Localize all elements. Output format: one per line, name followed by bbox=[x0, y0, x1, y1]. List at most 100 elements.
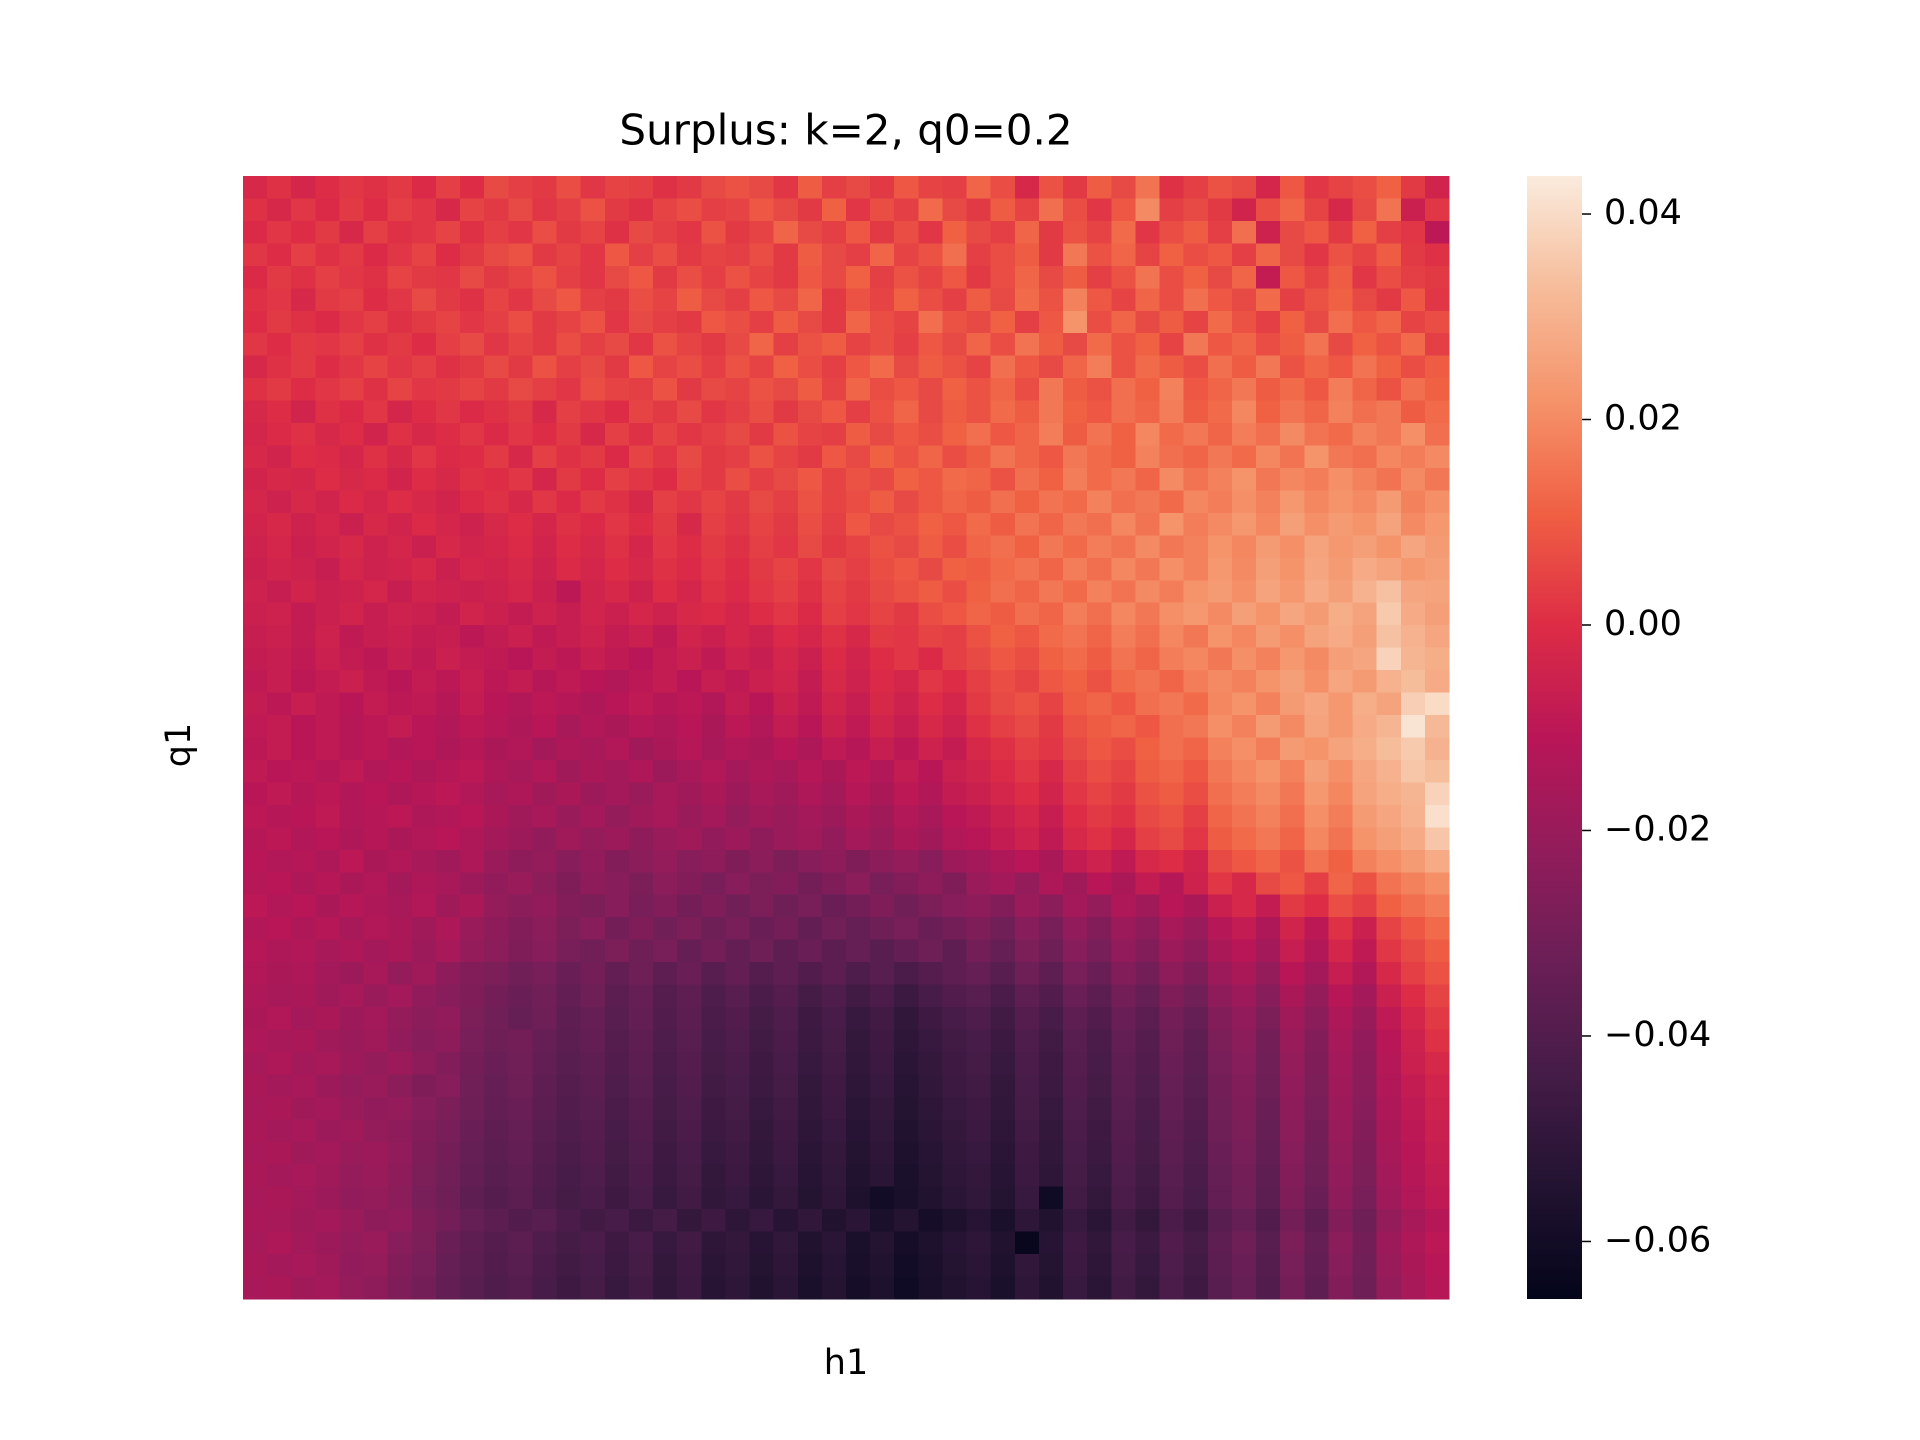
heatmap-cell bbox=[339, 1029, 365, 1053]
heatmap-cell bbox=[1231, 917, 1257, 941]
heatmap-cell bbox=[773, 512, 799, 536]
heatmap-cell bbox=[484, 445, 509, 469]
heatmap-cell bbox=[1352, 378, 1378, 402]
heatmap-cell bbox=[363, 917, 389, 941]
heatmap-cell bbox=[894, 715, 919, 739]
heatmap-cell bbox=[1207, 715, 1233, 739]
heatmap-cell bbox=[966, 333, 992, 357]
heatmap-cell bbox=[604, 310, 630, 334]
heatmap-cell bbox=[484, 1051, 509, 1075]
heatmap-cell bbox=[435, 176, 461, 200]
heatmap-cell bbox=[1424, 557, 1450, 581]
heatmap-cell bbox=[701, 243, 726, 267]
heatmap-cell bbox=[990, 1007, 1016, 1031]
heatmap-cell bbox=[1352, 512, 1378, 536]
heatmap-cell bbox=[387, 984, 413, 1008]
heatmap-cell bbox=[532, 917, 558, 941]
heatmap-cell bbox=[797, 490, 823, 514]
heatmap-cell bbox=[1400, 400, 1426, 424]
heatmap-cell bbox=[653, 423, 678, 447]
heatmap-cell bbox=[291, 467, 316, 492]
heatmap-cell bbox=[701, 715, 726, 739]
heatmap-cell bbox=[1328, 917, 1354, 941]
heatmap-cell bbox=[1183, 984, 1209, 1008]
heatmap-cell bbox=[846, 580, 871, 604]
heatmap-cell bbox=[1135, 692, 1161, 716]
heatmap-cell bbox=[556, 715, 582, 739]
heatmap-cell bbox=[1111, 1164, 1137, 1188]
heatmap-cell bbox=[821, 939, 847, 963]
heatmap-cell bbox=[1014, 176, 1040, 200]
heatmap-cell bbox=[966, 1007, 992, 1031]
heatmap-cell bbox=[677, 894, 702, 918]
heatmap-cell bbox=[870, 198, 895, 222]
heatmap-cell bbox=[1063, 894, 1088, 918]
heatmap-cell bbox=[1087, 782, 1112, 806]
heatmap-cell bbox=[363, 1074, 389, 1098]
heatmap-cell bbox=[1183, 894, 1209, 918]
heatmap-cell bbox=[821, 512, 847, 536]
heatmap-cell bbox=[315, 625, 341, 649]
heatmap-cell bbox=[846, 1164, 871, 1188]
heatmap-cell bbox=[1207, 1164, 1233, 1188]
heatmap-cell bbox=[267, 625, 292, 649]
heatmap-cell bbox=[749, 1029, 775, 1053]
heatmap-cell bbox=[1328, 378, 1354, 402]
heatmap-cell bbox=[604, 1119, 630, 1143]
heatmap-cell bbox=[1087, 378, 1112, 402]
heatmap-cell bbox=[1014, 467, 1040, 492]
heatmap bbox=[243, 176, 1450, 1300]
heatmap-cell bbox=[870, 849, 895, 873]
heatmap-cell bbox=[773, 1276, 799, 1300]
heatmap-cell bbox=[749, 984, 775, 1008]
heatmap-cell bbox=[894, 243, 919, 267]
heatmap-cell bbox=[243, 625, 268, 649]
heatmap-cell bbox=[966, 378, 992, 402]
heatmap-cell bbox=[701, 176, 726, 200]
heatmap-cell bbox=[556, 467, 582, 492]
heatmap-cell bbox=[990, 737, 1016, 761]
heatmap-cell bbox=[1183, 1276, 1209, 1300]
heatmap-cell bbox=[749, 580, 775, 604]
heatmap-cell bbox=[942, 917, 968, 941]
heatmap-cell bbox=[1424, 355, 1450, 379]
heatmap-cell bbox=[846, 445, 871, 469]
heatmap-cell bbox=[894, 580, 919, 604]
heatmap-cell bbox=[267, 467, 292, 492]
heatmap-cell bbox=[1014, 1254, 1040, 1278]
heatmap-cell bbox=[894, 176, 919, 200]
heatmap-cell bbox=[243, 423, 268, 447]
heatmap-cell bbox=[918, 917, 944, 941]
heatmap-cell bbox=[267, 737, 292, 761]
heatmap-cell bbox=[243, 1254, 268, 1278]
heatmap-cell bbox=[990, 759, 1016, 784]
heatmap-cell bbox=[243, 490, 268, 514]
heatmap-cell bbox=[339, 1007, 365, 1031]
heatmap-cell bbox=[556, 378, 582, 402]
heatmap-cell bbox=[749, 467, 775, 492]
heatmap-cell bbox=[1014, 984, 1040, 1008]
heatmap-cell bbox=[725, 1051, 751, 1075]
heatmap-cell bbox=[749, 759, 775, 784]
heatmap-cell bbox=[604, 962, 630, 986]
heatmap-cell bbox=[942, 310, 968, 334]
heatmap-cell bbox=[460, 445, 485, 469]
heatmap-cell bbox=[966, 1096, 992, 1120]
heatmap-cell bbox=[484, 512, 509, 536]
heatmap-cell bbox=[1376, 1209, 1402, 1233]
heatmap-cell bbox=[1424, 984, 1450, 1008]
heatmap-cell bbox=[942, 1276, 968, 1300]
heatmap-cell bbox=[1135, 355, 1161, 379]
heatmap-cell bbox=[1328, 759, 1354, 784]
heatmap-cell bbox=[773, 445, 799, 469]
heatmap-cell bbox=[1087, 355, 1112, 379]
heatmap-cell bbox=[339, 467, 365, 492]
heatmap-cell bbox=[677, 1276, 702, 1300]
heatmap-cell bbox=[1400, 512, 1426, 536]
heatmap-cell bbox=[918, 939, 944, 963]
heatmap-cell bbox=[1087, 1141, 1112, 1165]
heatmap-cell bbox=[267, 490, 292, 514]
heatmap-cell bbox=[315, 1051, 341, 1075]
heatmap-cell bbox=[1231, 984, 1257, 1008]
heatmap-cell bbox=[1063, 310, 1088, 334]
